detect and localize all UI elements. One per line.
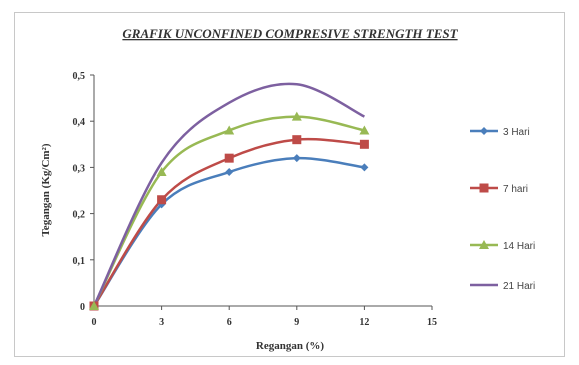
x-tick-label: 12 [359, 317, 369, 328]
legend-swatch-marker [480, 127, 488, 135]
legend-label: 21 Hari [503, 281, 535, 292]
series-lines [92, 82, 365, 307]
series-markers [89, 111, 370, 311]
legend-label: 7 hari [503, 184, 528, 195]
data-point-series-2 [224, 153, 234, 163]
data-point-series-2 [359, 139, 369, 149]
legend-swatch-marker [479, 240, 489, 249]
x-tick-label: 3 [159, 317, 164, 328]
x-tick-label: 15 [427, 317, 437, 328]
data-point-series-3 [156, 167, 167, 177]
x-axis-label: Regangan (%) [256, 340, 324, 352]
series-line-1 [92, 156, 365, 307]
data-point-series-3 [291, 111, 302, 121]
data-point-series-3 [359, 125, 370, 135]
data-point-series-3 [89, 301, 99, 310]
chart-title: GRAFIK UNCONFINED COMPRESIVE STRENGTH TE… [122, 26, 458, 41]
chart-frame [14, 12, 565, 357]
series-line-2 [92, 137, 365, 307]
data-point-series-1 [225, 168, 234, 177]
series-line-4 [92, 82, 365, 307]
y-axis-label: Tegangan (Kg/Cm²) [40, 143, 52, 236]
y-tick-label: 0 [80, 302, 85, 313]
legend: 3 Hari 7 hari 14 Hari 21 Hari [470, 127, 535, 292]
data-point-series-1 [292, 154, 301, 163]
x-tick-label: 0 [92, 317, 97, 328]
y-tick-label: 0,2 [73, 210, 86, 221]
data-point-series-2 [292, 135, 302, 145]
x-tick-label: 6 [227, 317, 232, 328]
y-ticks: 0 0,1 0,2 0,3 0,4 0,5 [73, 71, 94, 313]
y-tick-label: 0,5 [73, 71, 86, 82]
data-point-series-3 [224, 125, 235, 135]
data-point-series-1 [360, 163, 369, 172]
legend-label: 3 Hari [503, 127, 530, 138]
y-tick-label: 0,4 [73, 117, 86, 128]
data-point-series-2 [157, 195, 167, 205]
legend-swatch-marker [479, 183, 489, 193]
y-tick-label: 0,3 [73, 163, 86, 174]
x-ticks: 0 3 6 9 12 15 [92, 306, 437, 328]
x-tick-label: 9 [294, 317, 299, 328]
legend-label: 14 Hari [503, 241, 535, 252]
series-line-3 [92, 115, 365, 307]
y-tick-label: 0,1 [73, 256, 86, 267]
